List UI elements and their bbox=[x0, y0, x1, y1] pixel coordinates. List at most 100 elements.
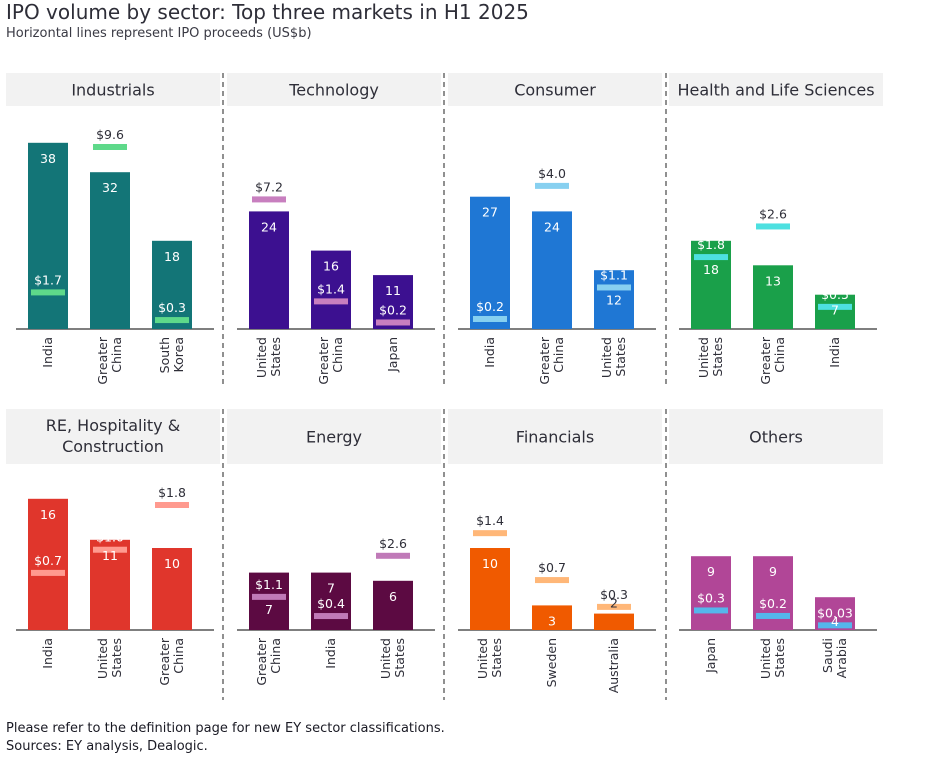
panel-title: RE, Hospitality & bbox=[46, 416, 180, 435]
category-label: Greater bbox=[95, 336, 110, 384]
volume-bar bbox=[152, 548, 192, 630]
category-label: Japan bbox=[703, 638, 718, 674]
category-label: Greater bbox=[316, 336, 331, 384]
proceeds-label: $0.3 bbox=[600, 587, 628, 602]
panel-header bbox=[6, 73, 220, 106]
volume-label: 18 bbox=[703, 262, 719, 277]
volume-bar bbox=[311, 250, 351, 329]
proceeds-label: $7.2 bbox=[255, 179, 283, 194]
chart-subtitle: Horizontal lines represent IPO proceeds … bbox=[6, 26, 312, 41]
category-label: Japan bbox=[385, 337, 400, 373]
category-label: China bbox=[268, 638, 283, 674]
volume-bar bbox=[532, 211, 572, 329]
volume-bar bbox=[691, 240, 731, 329]
panel-header bbox=[669, 73, 883, 106]
volume-label: 12 bbox=[606, 292, 622, 307]
panel-title: Technology bbox=[288, 81, 379, 100]
category-label: States bbox=[710, 337, 725, 377]
sector-panel: Technology $7.2 24 United States $1.4 16 Greate… bbox=[227, 73, 441, 385]
proceeds-label: $1.1 bbox=[600, 267, 628, 282]
proceeds-line bbox=[597, 603, 631, 610]
category-label: States bbox=[392, 638, 407, 678]
category-label: United bbox=[599, 337, 614, 378]
panel-header bbox=[669, 409, 883, 464]
panel-title: Construction bbox=[62, 437, 164, 456]
proceeds-line bbox=[155, 502, 189, 508]
proceeds-label: $0.3 bbox=[158, 300, 186, 315]
sector-panel: Financials $1.4 10 United States $0.7 3 Sweden $… bbox=[448, 409, 662, 693]
proceeds-label: $0.3 bbox=[697, 590, 725, 605]
volume-label: 10 bbox=[482, 556, 498, 571]
proceeds-line bbox=[818, 303, 852, 310]
category-label: Greater bbox=[537, 336, 552, 384]
volume-bar bbox=[753, 265, 793, 329]
volume-bar bbox=[373, 580, 413, 630]
proceeds-label: $2.6 bbox=[379, 536, 407, 551]
category-label: Korea bbox=[171, 337, 186, 372]
proceeds-line bbox=[376, 552, 410, 559]
proceeds-label: $1.8 bbox=[697, 237, 725, 252]
panel-header bbox=[227, 409, 441, 464]
category-label: China bbox=[772, 337, 787, 373]
proceeds-label: $1.4 bbox=[476, 513, 504, 528]
volume-label: 7 bbox=[327, 581, 335, 596]
proceeds-line bbox=[818, 622, 852, 629]
proceeds-line bbox=[252, 593, 286, 600]
volume-bar bbox=[470, 196, 510, 329]
category-label: Sweden bbox=[544, 638, 559, 687]
volume-label: 16 bbox=[40, 507, 56, 522]
category-label: United bbox=[254, 337, 269, 378]
sector-panel: Industrials $1.7 38 India $9.6 32 Greater China… bbox=[6, 73, 220, 385]
category-label: Greater bbox=[758, 336, 773, 384]
proceeds-line bbox=[31, 569, 65, 576]
category-label: United bbox=[696, 337, 711, 378]
proceeds-line bbox=[376, 319, 410, 326]
panel-title: Financials bbox=[516, 428, 594, 447]
proceeds-line bbox=[535, 577, 569, 584]
category-label: Arabia bbox=[834, 638, 849, 678]
footnote: Please refer to the definition page for … bbox=[6, 721, 445, 736]
category-label: India bbox=[323, 638, 338, 669]
category-label: States bbox=[613, 337, 628, 377]
volume-label: 10 bbox=[164, 556, 180, 571]
volume-label: 9 bbox=[707, 564, 715, 579]
volume-label: 24 bbox=[261, 219, 277, 234]
panel-title: Consumer bbox=[514, 81, 596, 100]
panel-header bbox=[448, 73, 662, 106]
volume-bar bbox=[28, 142, 68, 329]
panel-header bbox=[448, 409, 662, 464]
category-label: Australia bbox=[606, 638, 621, 693]
category-label: United bbox=[758, 638, 773, 679]
proceeds-label: $1.8 bbox=[158, 485, 186, 500]
category-label: South bbox=[157, 337, 172, 373]
volume-bar bbox=[470, 548, 510, 630]
panel-header bbox=[6, 409, 220, 464]
proceeds-line bbox=[694, 254, 728, 261]
proceeds-label: $1.0 bbox=[96, 530, 124, 545]
category-label: Greater bbox=[157, 637, 172, 685]
category-label: States bbox=[772, 638, 787, 678]
volume-bar bbox=[28, 498, 68, 630]
panel-header bbox=[227, 73, 441, 106]
proceeds-line bbox=[473, 315, 507, 322]
volume-label: 27 bbox=[482, 205, 498, 220]
volume-bar bbox=[691, 556, 731, 630]
proceeds-line bbox=[314, 613, 348, 620]
volume-bar bbox=[532, 605, 572, 630]
proceeds-label: $1.4 bbox=[317, 281, 345, 296]
sector-panel: Consumer $0.2 27 India $4.0 24 Greater China $1.… bbox=[448, 73, 662, 385]
volume-label: 11 bbox=[385, 283, 401, 298]
panel-title: Others bbox=[749, 428, 803, 447]
volume-bar bbox=[594, 270, 634, 329]
sector-panel: RE, Hospitality & Construction $0.7 16 India… bbox=[6, 409, 220, 686]
category-label: India bbox=[482, 337, 497, 368]
proceeds-label: $0.7 bbox=[34, 553, 62, 568]
category-label: United bbox=[378, 638, 393, 679]
volume-label: 38 bbox=[40, 151, 56, 166]
sector-panel: Health and Life Sciences $1.8 18 United Stat… bbox=[669, 73, 883, 385]
chart-title: IPO volume by sector: Top three markets … bbox=[6, 0, 529, 24]
volume-label: 3 bbox=[548, 613, 556, 628]
category-label: India bbox=[40, 337, 55, 368]
volume-bar bbox=[249, 211, 289, 329]
proceeds-line bbox=[93, 546, 127, 553]
